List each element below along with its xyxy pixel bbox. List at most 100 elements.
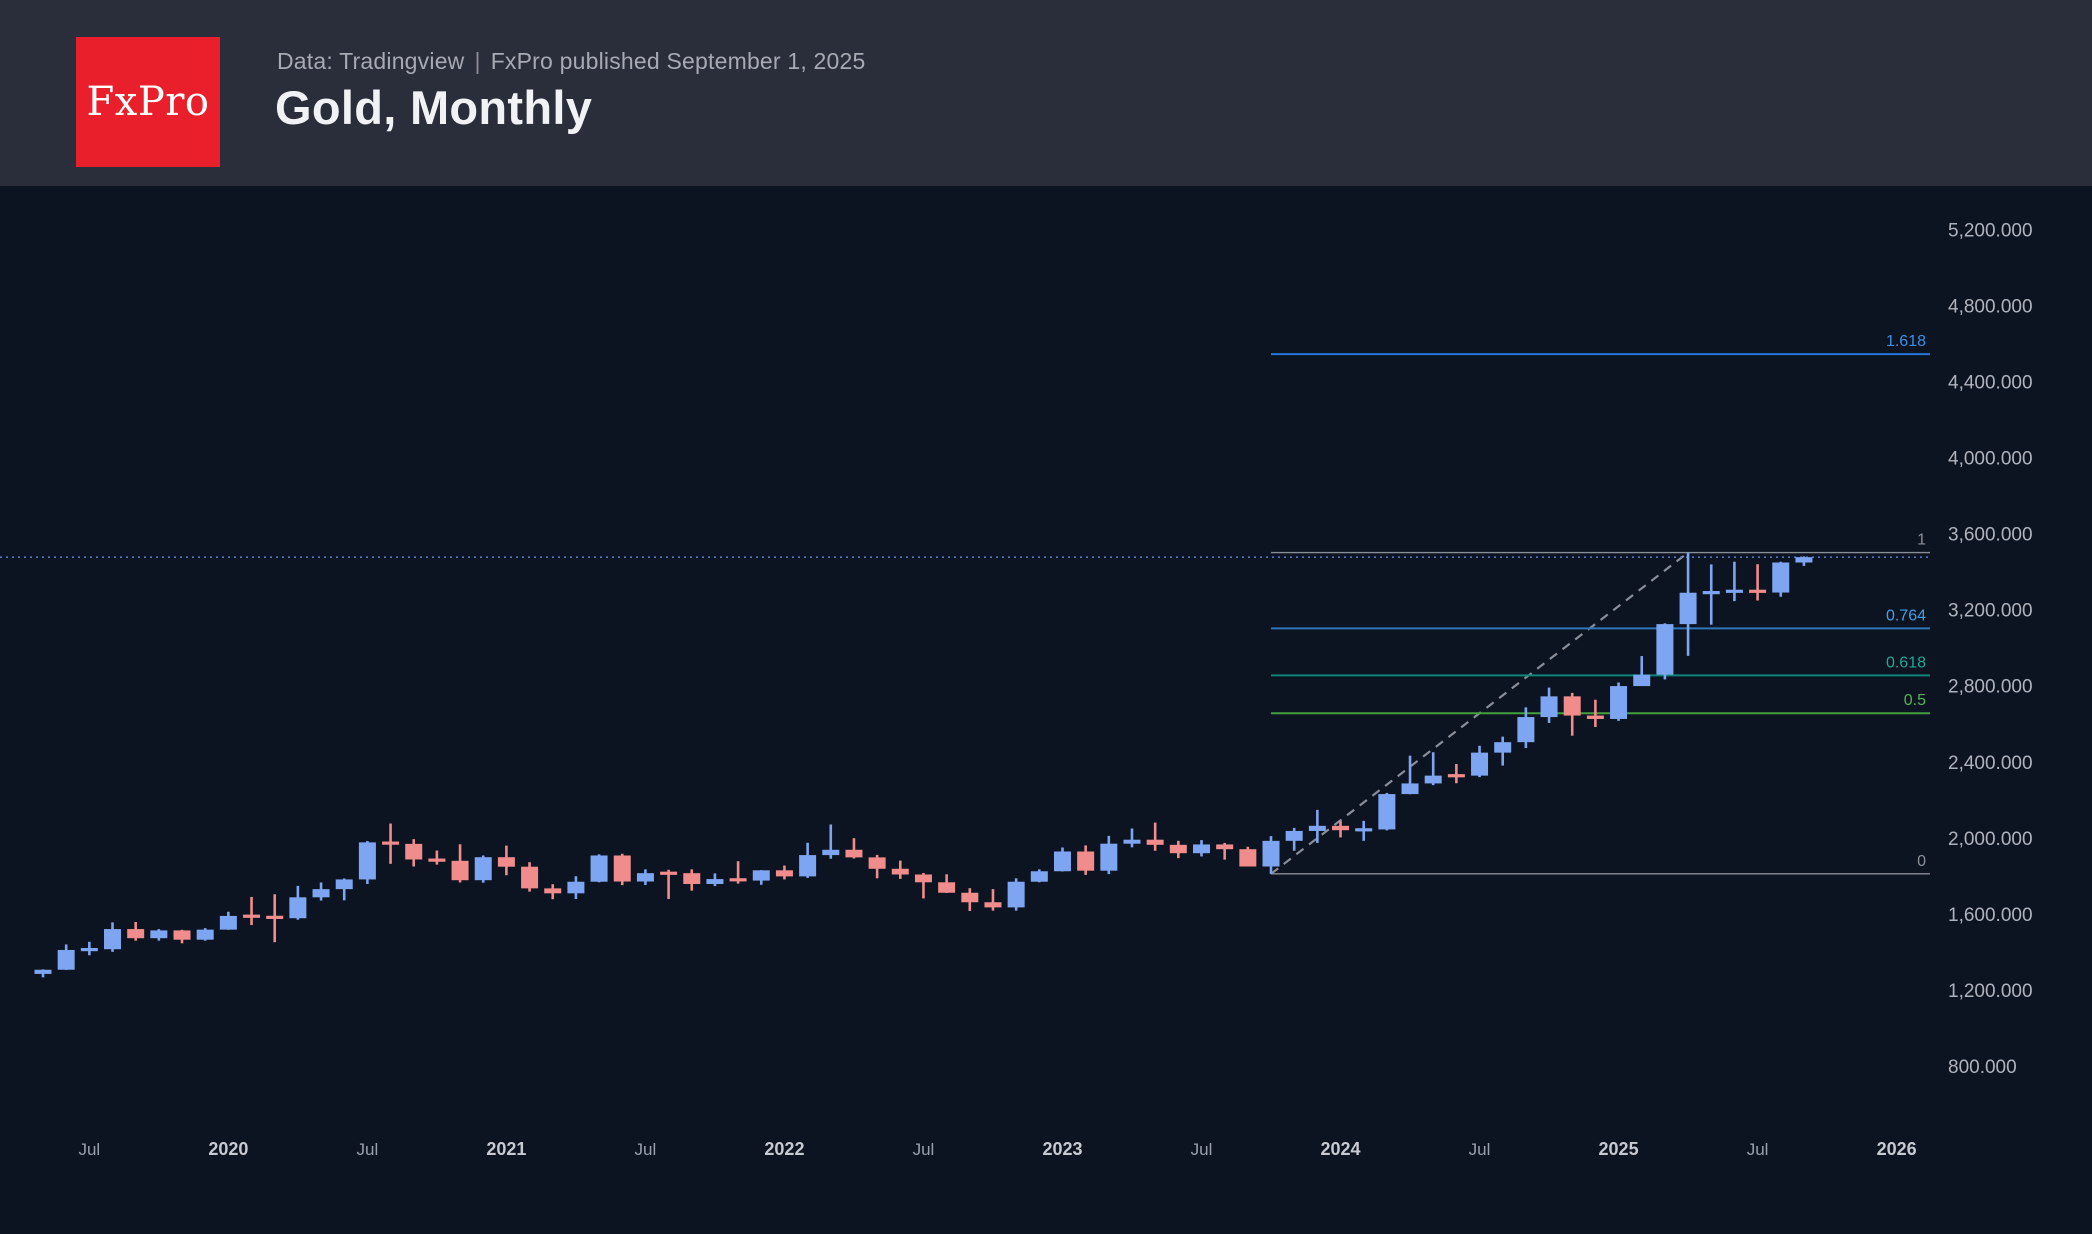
candle-2025-04 xyxy=(1679,552,1697,656)
candle-body xyxy=(613,855,631,882)
candle-body xyxy=(636,873,654,882)
separator: | xyxy=(474,48,481,74)
published-label: FxPro published September 1, 2025 xyxy=(490,48,866,74)
y-axis-tick-2800: 2,800.000 xyxy=(1948,677,2033,698)
candle-2020-05 xyxy=(312,882,330,901)
candle-body xyxy=(1656,624,1674,675)
candle-2023-07 xyxy=(1193,840,1210,857)
candle-2019-07 xyxy=(80,941,98,956)
candle-2021-10 xyxy=(706,873,724,887)
candle-body xyxy=(405,843,423,860)
candle-body xyxy=(822,849,840,856)
candle-2021-12 xyxy=(752,870,770,885)
candle-body xyxy=(1053,851,1071,872)
candle-2025-07 xyxy=(1749,564,1767,601)
candle-2022-02 xyxy=(799,842,817,878)
candle-2025-03 xyxy=(1656,623,1674,680)
candle-body xyxy=(428,858,446,862)
candle-2023-02 xyxy=(1077,845,1095,875)
candle-body xyxy=(961,892,979,903)
candles-layer xyxy=(34,552,1813,978)
candle-2024-09 xyxy=(1517,707,1535,749)
candle-body xyxy=(80,947,98,952)
candle-body xyxy=(358,842,376,880)
x-axis-label-Jul: Jul xyxy=(635,1140,657,1159)
candle-body xyxy=(497,857,515,867)
candle-body xyxy=(752,870,770,881)
x-axis-label-Jul: Jul xyxy=(913,1140,935,1159)
candle-body xyxy=(660,871,678,875)
candle-2020-01 xyxy=(219,911,237,930)
candle-body xyxy=(1702,591,1720,595)
x-axis-label-2020: 2020 xyxy=(208,1139,248,1159)
candle-body xyxy=(1610,686,1628,719)
candle-2023-06 xyxy=(1169,840,1187,859)
y-axis-tick-4800: 4,800.000 xyxy=(1948,296,2033,317)
y-axis-tick-2400: 2,400.000 xyxy=(1948,753,2033,774)
fxpro-logo-text: FxPro xyxy=(86,79,210,125)
x-axis-label-Jul: Jul xyxy=(357,1140,379,1159)
x-axis-label-2025: 2025 xyxy=(1599,1139,1639,1159)
candle-2023-10 xyxy=(1262,836,1280,874)
candle-2019-10 xyxy=(150,929,168,941)
candle-body xyxy=(243,914,261,918)
candle-body xyxy=(683,873,701,885)
candle-2022-04 xyxy=(845,838,863,859)
candle-2022-08 xyxy=(938,874,956,893)
candle-body xyxy=(729,878,747,882)
candle-2022-11 xyxy=(1007,878,1025,911)
axis-labels-layer: 1.618 1 0.764 0.618 0.5 0 5,200.000 4,800.000 4,… xyxy=(78,220,2032,1159)
candle-2025-08 xyxy=(1772,561,1790,597)
candle-body xyxy=(1378,794,1396,830)
candle-2023-08 xyxy=(1216,842,1234,860)
candle-body xyxy=(845,849,863,858)
candle-body xyxy=(1169,844,1187,854)
candle-body xyxy=(289,897,307,919)
y-axis-tick-4400: 4,400.000 xyxy=(1948,373,2033,394)
x-axis-label-2021: 2021 xyxy=(486,1139,526,1159)
candle-body xyxy=(1308,825,1326,831)
candle-body xyxy=(219,915,237,930)
data-source-label: Data: Tradingview xyxy=(277,48,465,74)
candle-body xyxy=(1494,742,1512,753)
candle-body xyxy=(1262,840,1280,867)
candle-body xyxy=(1216,844,1234,850)
candle-2021-03 xyxy=(544,884,562,900)
candle-body xyxy=(57,949,75,970)
candle-body xyxy=(1633,674,1651,687)
candle-2022-10 xyxy=(984,889,1002,911)
fxpro-logo: FxPro xyxy=(76,37,220,167)
candle-2022-09 xyxy=(961,888,979,911)
y-axis-tick-3200: 3,200.000 xyxy=(1948,601,2033,622)
candle-body xyxy=(474,857,492,881)
x-axis-label-Jul: Jul xyxy=(1469,1140,1491,1159)
candle-2020-07 xyxy=(358,841,376,885)
candle-2020-08 xyxy=(382,823,400,864)
candle-2025-05 xyxy=(1702,564,1720,625)
candle-2022-01 xyxy=(775,865,793,880)
candle-body xyxy=(1193,844,1210,854)
candle-2023-01 xyxy=(1053,847,1071,872)
candle-body xyxy=(1517,717,1535,743)
candle-2024-03 xyxy=(1378,792,1396,831)
candle-2020-04 xyxy=(289,885,307,920)
candle-body xyxy=(521,866,539,889)
candle-2023-12 xyxy=(1308,809,1326,843)
candle-body xyxy=(1772,562,1790,593)
x-axis-label-Jul: Jul xyxy=(1747,1140,1769,1159)
y-axis-tick-4000: 4,000.000 xyxy=(1948,449,2033,470)
candle-body xyxy=(1007,881,1025,908)
candle-body xyxy=(984,902,1002,908)
candle-2021-11 xyxy=(729,861,747,884)
candle-2020-12 xyxy=(474,855,492,883)
candle-body xyxy=(1749,589,1767,593)
candle-body xyxy=(868,857,886,869)
candle-2020-09 xyxy=(405,839,423,867)
candle-body xyxy=(1540,696,1558,718)
candle-body xyxy=(938,882,956,893)
candle-body xyxy=(1447,774,1465,778)
candle-body xyxy=(266,915,284,919)
fib-level-label-0.618: 0.618 xyxy=(1886,654,1926,671)
candle-2024-12 xyxy=(1586,699,1604,727)
